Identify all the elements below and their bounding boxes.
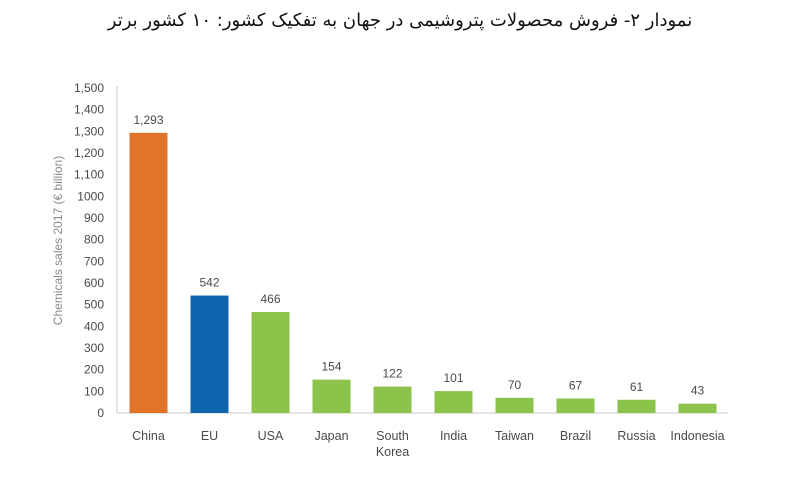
y-tick-label: 0 xyxy=(97,406,104,420)
bar xyxy=(251,312,290,413)
bar xyxy=(434,391,473,413)
x-tick-label: China xyxy=(132,429,165,443)
bar xyxy=(617,399,656,413)
y-tick-label: 100 xyxy=(84,384,104,398)
data-label: 61 xyxy=(630,380,644,394)
data-label: 542 xyxy=(199,276,219,290)
y-tick-label: 1,100 xyxy=(74,168,104,182)
x-tick-label: Russia xyxy=(617,429,655,443)
x-tick-label: Korea xyxy=(376,445,409,459)
y-tick-label: 900 xyxy=(84,211,104,225)
data-label: 70 xyxy=(508,378,522,392)
bar xyxy=(556,398,595,413)
data-label: 122 xyxy=(382,367,402,381)
y-tick-label: 800 xyxy=(84,233,104,247)
data-label: 466 xyxy=(260,292,280,306)
chart-title: نمودار ۲- فروش محصولات پتروشیمی در جهان … xyxy=(107,10,693,31)
y-tick-label: 1,300 xyxy=(74,124,104,138)
y-tick-label: 700 xyxy=(84,254,104,268)
y-tick-label: 600 xyxy=(84,276,104,290)
data-label: 101 xyxy=(443,371,463,385)
x-tick-label: USA xyxy=(258,429,284,443)
y-tick-label: 200 xyxy=(84,363,104,377)
data-label: 154 xyxy=(321,360,341,374)
data-label: 1,293 xyxy=(133,113,163,127)
bar xyxy=(678,403,717,413)
y-tick-label: 1000 xyxy=(77,189,104,203)
x-tick-label: EU xyxy=(201,429,218,443)
data-label: 67 xyxy=(569,378,583,392)
y-tick-label: 500 xyxy=(84,298,104,312)
data-label: 43 xyxy=(691,384,705,398)
y-tick-label: 1,200 xyxy=(74,146,104,160)
bar xyxy=(312,379,351,413)
x-tick-label: India xyxy=(440,429,467,443)
y-axis-title: Chemicals sales 2017 (€ billion) xyxy=(51,156,65,325)
bar xyxy=(129,132,168,413)
y-tick-label: 300 xyxy=(84,341,104,355)
x-tick-label: Taiwan xyxy=(495,429,534,443)
bar xyxy=(190,295,229,413)
y-tick-label: 400 xyxy=(84,319,104,333)
y-tick-label: 1,400 xyxy=(74,103,104,117)
bar xyxy=(495,397,534,413)
bar xyxy=(373,386,412,413)
x-tick-label: Indonesia xyxy=(670,429,724,443)
x-tick-label: South xyxy=(376,429,409,443)
y-tick-label: 1,500 xyxy=(74,81,104,95)
x-tick-label: Brazil xyxy=(560,429,591,443)
x-tick-label: Japan xyxy=(314,429,348,443)
